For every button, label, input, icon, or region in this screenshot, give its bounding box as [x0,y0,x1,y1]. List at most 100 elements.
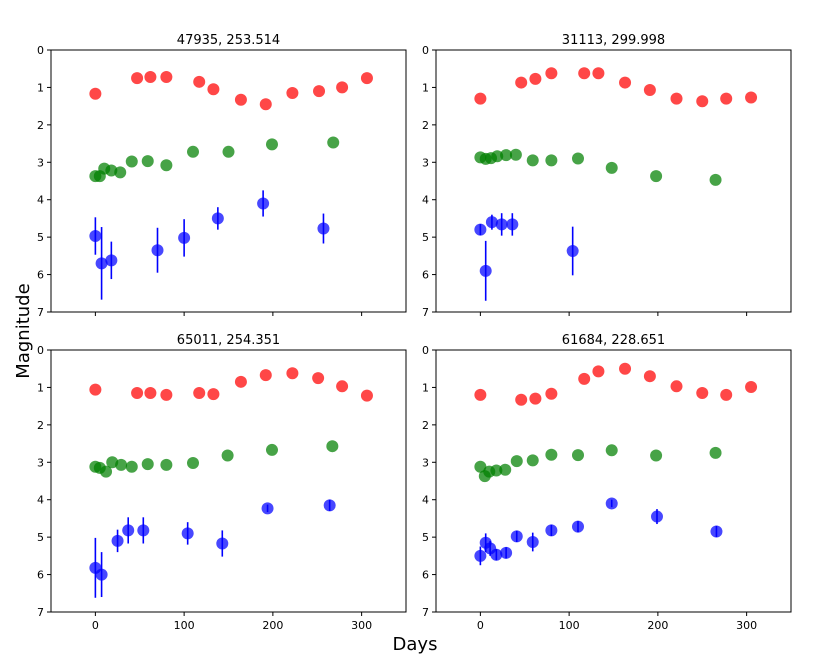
y-tick-label: 4 [37,194,44,207]
y-tick-label: 2 [37,419,44,432]
y-tick-label: 5 [37,231,44,244]
y-tick-label: 1 [37,81,44,94]
data-point [144,70,157,83]
data-point [578,67,591,80]
panel-31113: 31113, 299.998 0 1 2 3 4 5 6 7 [422,33,792,319]
series-red [89,70,373,111]
data-point [360,72,373,85]
data-point [160,388,173,401]
data-point [312,372,325,385]
data-point [265,138,278,151]
data-point [710,525,723,538]
data-point [720,388,733,401]
data-point [491,150,504,163]
y-tick-label: 7 [37,606,44,619]
plot-frame [50,349,407,613]
series-red [474,362,758,406]
series-green [474,444,722,483]
plot-frame [435,49,792,313]
data-point [207,83,220,96]
data-point [187,457,199,470]
data-point [709,446,722,459]
data-point [160,70,173,83]
data-point [207,388,220,401]
data-point [181,527,194,540]
data-point [545,524,558,537]
data-point [605,497,618,510]
data-point [500,546,513,559]
data-point [144,387,157,400]
data-point [131,72,144,85]
data-point [125,460,138,473]
y-tick-label: 3 [37,156,44,169]
y-tick-label: 1 [422,81,429,94]
data-point [745,91,758,104]
data-point [89,230,102,243]
y-tick-label: 1 [37,381,44,394]
data-point [222,145,235,158]
y-tick-label: 3 [422,456,429,469]
data-point [211,212,224,225]
y-tick-label: 4 [422,194,429,207]
panel-title: 31113, 299.998 [562,33,665,48]
data-point [643,370,656,383]
x-tick-label: 300 [351,619,372,632]
data-point [221,449,234,462]
data-point [696,95,709,108]
data-point [327,136,340,149]
data-point [572,449,584,462]
y-tick-label: 3 [37,456,44,469]
data-point [526,536,539,549]
series-blue [89,499,336,598]
series-red [89,367,373,402]
y-tick-label: 2 [422,419,429,432]
data-point [193,75,206,88]
x-tick-label: 100 [174,619,195,632]
series-blue [474,497,723,566]
data-point [592,365,605,378]
data-point [572,520,584,533]
series-green [89,440,339,478]
y-tick-label: 5 [422,231,429,244]
data-point [605,444,618,457]
y-tick-label: 6 [422,569,429,582]
data-point [474,549,487,562]
data-point [670,380,683,393]
panel-title: 47935, 253.514 [177,33,280,48]
data-point [336,81,349,94]
data-point [151,244,164,257]
data-point [490,464,503,477]
data-point [592,67,605,80]
panel-title: 65011, 254.351 [177,333,280,348]
data-point [605,161,618,174]
data-point [261,502,274,515]
y-tick-label: 0 [37,44,44,57]
data-point [178,231,191,244]
data-point [643,84,656,97]
data-point [95,257,108,270]
x-axis-label: Days [393,634,438,655]
data-point [545,387,558,400]
panel-61684: 61684, 228.651 0 1 2 3 4 5 6 7 0 100 200 300 [422,333,792,632]
y-tick-label: 7 [422,306,429,319]
y-tick-label: 2 [422,119,429,132]
x-tick-label: 300 [736,619,757,632]
data-point [474,460,487,473]
data-point [100,465,113,478]
data-point [529,72,542,85]
y-tick-label: 5 [422,531,429,544]
data-point [360,389,373,402]
data-point [234,93,247,106]
data-point [187,145,199,158]
series-red [474,67,758,108]
data-point [479,264,492,277]
data-point [216,537,229,550]
data-point [193,387,206,400]
x-tick-label: 200 [262,619,283,632]
data-point [323,499,336,512]
data-point [114,166,127,179]
data-point [259,98,272,111]
data-point [566,244,579,257]
data-point [499,463,512,476]
